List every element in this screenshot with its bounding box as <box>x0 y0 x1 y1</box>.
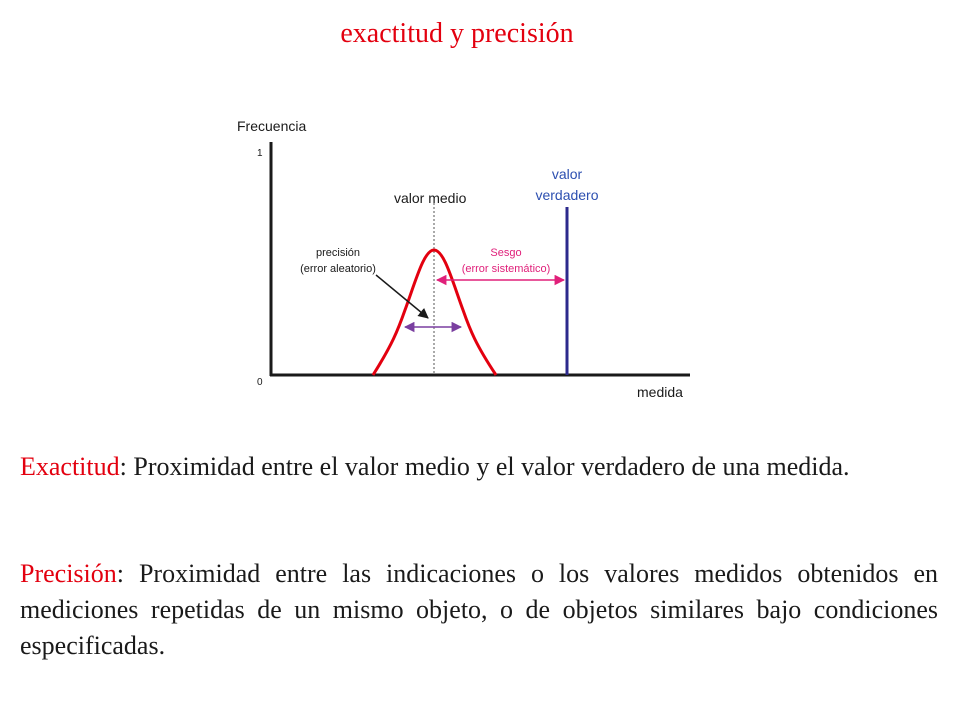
definition-exactitud: Exactitud: Proximidad entre el valor med… <box>20 449 938 485</box>
precision-pointer-arrow <box>375 274 429 319</box>
precision-label-line2: (error aleatorio) <box>300 263 376 275</box>
precision-label-line1: precisión <box>316 247 360 259</box>
term-exactitud: Exactitud <box>20 452 120 481</box>
bias-label-line1: Sesgo <box>490 247 521 259</box>
true-value-label-line2: verdadero <box>535 187 598 203</box>
accuracy-precision-diagram: Frecuencia medida 1 0 valor medio valor … <box>237 118 690 400</box>
bias-label-line2: (error sistemático) <box>462 263 551 275</box>
term-precision: Precisión <box>20 559 117 588</box>
y-tick-top: 1 <box>257 148 263 159</box>
definition-precision: Precisión: Proximidad entre las indicaci… <box>20 556 938 664</box>
slide-title: exactitud y precisión <box>340 18 574 49</box>
definition-exactitud-text: : Proximidad entre el valor medio y el v… <box>119 452 850 481</box>
y-axis-label: Frecuencia <box>237 118 306 134</box>
x-axis-label: medida <box>637 384 683 400</box>
distribution-curve <box>371 248 498 376</box>
mean-label: valor medio <box>394 190 467 206</box>
definition-precision-text: : Proximidad entre las indicaciones o lo… <box>20 559 938 660</box>
y-tick-bottom: 0 <box>257 377 263 388</box>
true-value-label-line1: valor <box>552 166 583 182</box>
